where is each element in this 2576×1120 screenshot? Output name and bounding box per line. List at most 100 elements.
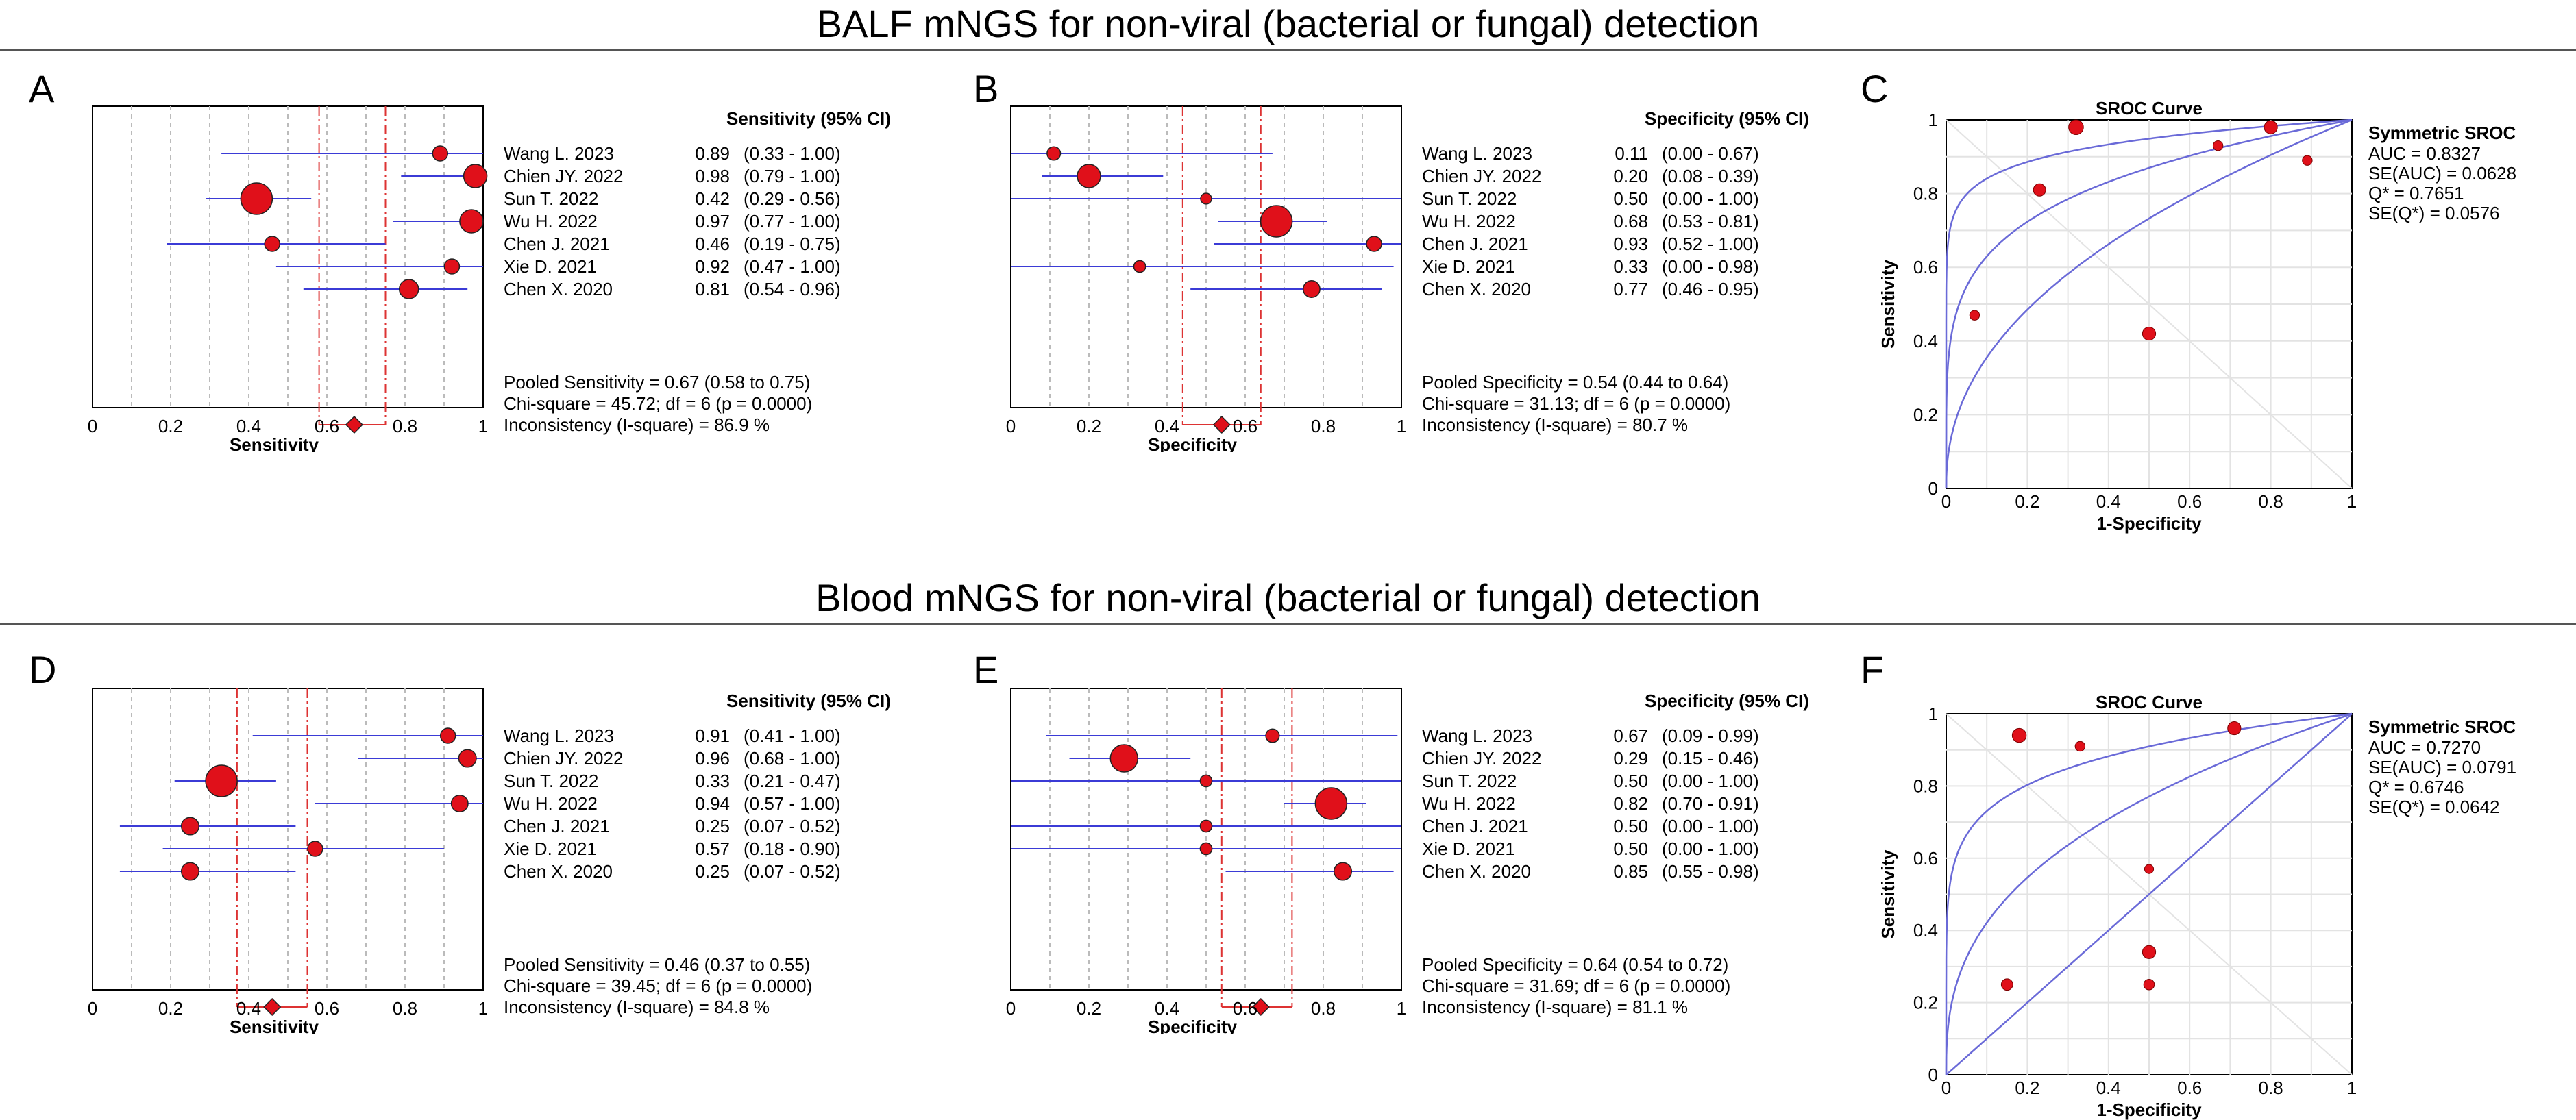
study-name: Xie D. 2021: [504, 256, 597, 277]
x-tick-label: 0: [1941, 491, 1951, 512]
study-estimate: 0.89: [695, 143, 730, 164]
study-ci: (0.52 - 1.00): [1662, 234, 1759, 254]
study-point-marker: [2000, 978, 2013, 991]
study-ci: (0.00 - 1.00): [1662, 188, 1759, 209]
study-ci: (0.55 - 0.98): [1662, 861, 1759, 882]
forest-plot-blood-specificity: Wang L. 2023 0.67 (0.09 - 0.99) Chien JY. 2…: [1006, 688, 1809, 1034]
section-title-blood: Blood mNGS for non-viral (bacterial or f…: [815, 576, 1761, 619]
forest-plot-balf-sensitivity: Wang L. 2023 0.89 (0.33 - 1.00) Chien JY. 2…: [88, 105, 891, 452]
x-tick-label: 0.4: [1155, 998, 1179, 1019]
study-name: Sun T. 2022: [1422, 188, 1517, 209]
study-name: Wang L. 2023: [1422, 725, 1532, 746]
x-tick-label: 1: [2347, 491, 2357, 512]
study-name: Chien JY. 2022: [1422, 166, 1541, 186]
y-tick-label: 0.8: [1913, 775, 1938, 796]
study-estimate: 0.29: [1613, 748, 1648, 769]
study-estimate: 0.57: [695, 838, 730, 859]
pooled-statistic: Inconsistency (I-square) = 80.7 %: [1422, 414, 1688, 435]
x-tick-label: 0: [88, 998, 97, 1019]
study-name: Sun T. 2022: [1422, 771, 1517, 791]
study-estimate: 0.98: [695, 166, 730, 186]
study-estimate: 0.25: [695, 861, 730, 882]
study-point-marker: [307, 841, 323, 857]
study-estimate: 0.81: [695, 279, 730, 299]
y-tick-label: 1: [1928, 704, 1938, 724]
sroc-plot-balf: SROC Curve 0 0.2 0.4 0.6 0.8 1 0 0.2 0.4 0.6 0.8 1 1-…: [1878, 98, 2516, 534]
x-tick-label: 0: [1006, 998, 1016, 1019]
study-ci: (0.09 - 0.99): [1662, 725, 1759, 746]
x-tick-label: 0.2: [2015, 1078, 2039, 1098]
study-ci: (0.21 - 0.47): [744, 771, 841, 791]
grid-line: [1946, 119, 2353, 489]
study-estimate: 0.96: [695, 748, 730, 769]
study-point-marker: [1077, 164, 1101, 188]
x-axis-label: Specificity: [1148, 434, 1238, 452]
y-tick-label: 0.2: [1913, 404, 1938, 425]
study-name: Chien JY. 2022: [1422, 748, 1541, 769]
x-axis-label: Sensitivity: [230, 1017, 319, 1034]
study-name: Chen X. 2020: [1422, 861, 1531, 882]
panel-letter-f: F: [1861, 648, 1885, 691]
x-tick-label: 0: [1941, 1078, 1951, 1098]
x-tick-label: 0.8: [393, 416, 417, 436]
x-tick-label: 0.4: [236, 998, 261, 1019]
study-point-marker: [450, 795, 469, 812]
study-point-marker: [264, 236, 280, 252]
study-estimate: 0.50: [1613, 838, 1648, 859]
study-ci: (0.41 - 1.00): [744, 725, 841, 746]
forest-plot-balf-specificity: Wang L. 2023 0.11 (0.00 - 0.67) Chien JY. 2…: [1006, 105, 1809, 452]
study-name: Wang L. 2023: [1422, 143, 1532, 164]
study-point-marker: [1260, 205, 1293, 238]
column-header: Sensitivity (95% CI): [726, 108, 891, 129]
column-header: Sensitivity (95% CI): [726, 690, 891, 711]
pooled-statistic: Pooled Specificity = 0.54 (0.44 to 0.64): [1422, 372, 1728, 393]
study-name: Xie D. 2021: [1422, 256, 1515, 277]
pooled-statistic: Inconsistency (I-square) = 81.1 %: [1422, 997, 1688, 1017]
study-ci: (0.15 - 0.46): [1662, 748, 1759, 769]
x-axis-label: 1-Specificity: [2096, 513, 2202, 534]
sroc-curve-line: [1945, 119, 2353, 488]
x-axis-label: 1-Specificity: [2096, 1099, 2202, 1120]
y-tick-label: 0.8: [1913, 184, 1938, 204]
study-name: Chen J. 2021: [1422, 234, 1528, 254]
study-point-marker: [1366, 236, 1382, 252]
section-title-balf: BALF mNGS for non-viral (bacterial or fu…: [816, 2, 1760, 45]
pooled-statistic: Chi-square = 39.45; df = 6 (p = 0.0000): [504, 975, 812, 996]
study-point-marker: [2143, 978, 2155, 991]
pooled-statistic: Pooled Sensitivity = 0.46 (0.37 to 0.55): [504, 954, 810, 975]
pooled-estimate-diamond: [1251, 997, 1270, 1017]
study-ci: (0.57 - 1.00): [744, 793, 841, 814]
x-tick-label: 0.6: [1233, 998, 1258, 1019]
study-estimate: 0.33: [695, 771, 730, 791]
sroc-curve-line: [1945, 119, 2353, 488]
study-ci: (0.00 - 1.00): [1662, 771, 1759, 791]
study-point-marker: [1109, 744, 1139, 773]
study-point-marker: [398, 279, 419, 299]
x-tick-label: 0.6: [1233, 416, 1258, 436]
x-tick-label: 1: [478, 416, 488, 436]
study-name: Chen X. 2020: [504, 279, 613, 299]
study-name: Chien JY. 2022: [504, 166, 623, 186]
sroc-curve-line: [1945, 712, 2353, 1075]
study-name: Sun T. 2022: [504, 771, 598, 791]
pooled-estimate-diamond: [1212, 415, 1231, 434]
x-tick-label: 0.8: [2259, 491, 2283, 512]
study-point-marker: [2033, 183, 2046, 197]
study-point-marker: [459, 209, 484, 234]
study-point-marker: [180, 862, 200, 881]
study-ci: (0.08 - 0.39): [1662, 166, 1759, 186]
x-tick-label: 1: [1397, 416, 1406, 436]
study-point-marker: [443, 258, 461, 275]
study-point-marker: [1302, 280, 1321, 298]
sroc-title: SROC Curve: [2096, 98, 2203, 119]
y-tick-label: 1: [1928, 110, 1938, 130]
x-tick-label: 0: [88, 416, 97, 436]
study-name: Wang L. 2023: [504, 143, 614, 164]
study-name: Wu H. 2022: [504, 211, 598, 232]
column-header: Specificity (95% CI): [1645, 690, 1809, 711]
panel-letter-a: A: [29, 67, 55, 110]
x-tick-label: 0.2: [158, 416, 183, 436]
x-axis-label: Specificity: [1148, 1017, 1238, 1034]
study-estimate: 0.46: [695, 234, 730, 254]
study-point-marker: [2068, 119, 2084, 136]
